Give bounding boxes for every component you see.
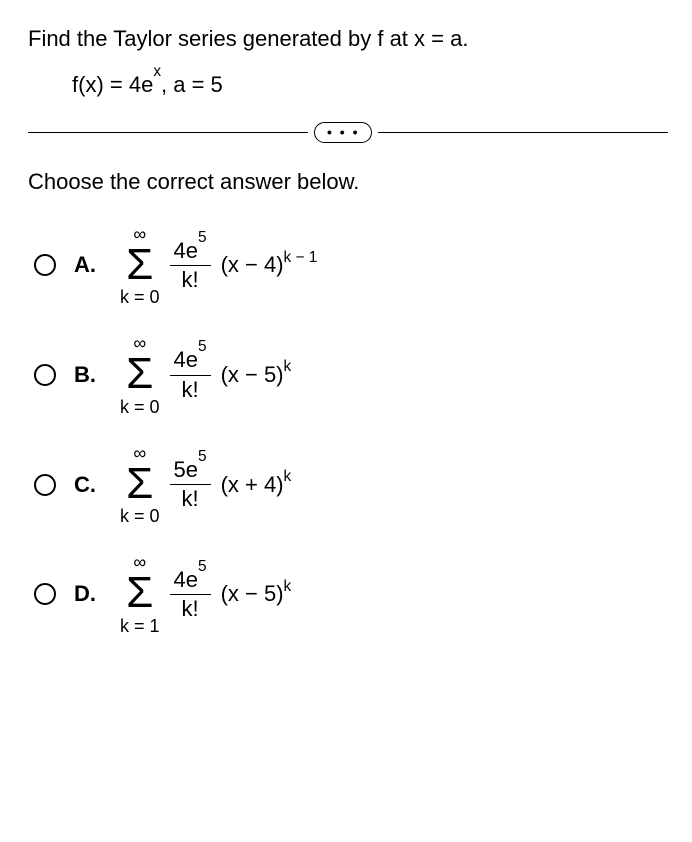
sigma-block: ∞ Σ k = 1 bbox=[120, 553, 160, 635]
sigma-symbol: Σ bbox=[126, 354, 153, 394]
denominator: k! bbox=[181, 376, 198, 402]
sigma-block: ∞ Σ k = 0 bbox=[120, 225, 160, 307]
divider-right bbox=[378, 132, 668, 133]
radio-d[interactable] bbox=[34, 583, 56, 605]
sigma-block: ∞ Σ k = 0 bbox=[120, 444, 160, 526]
denominator: k! bbox=[181, 595, 198, 621]
radio-b[interactable] bbox=[34, 364, 56, 386]
numerator: 4e5 bbox=[170, 568, 211, 595]
denominator: k! bbox=[181, 266, 198, 292]
sigma-block: ∞ Σ k = 0 bbox=[120, 334, 160, 416]
sigma-lower: k = 1 bbox=[120, 617, 160, 635]
fraction: 4e5 k! bbox=[170, 239, 211, 292]
sigma-lower: k = 0 bbox=[120, 398, 160, 416]
choice-letter: A. bbox=[74, 252, 102, 278]
choice-d[interactable]: D. ∞ Σ k = 1 4e5 k! (x − 5)k bbox=[34, 553, 668, 635]
denominator: k! bbox=[181, 485, 198, 511]
choice-letter: C. bbox=[74, 472, 102, 498]
numerator: 5e5 bbox=[170, 458, 211, 485]
sigma-lower: k = 0 bbox=[120, 507, 160, 525]
sigma-symbol: Σ bbox=[126, 245, 153, 285]
choose-prompt: Choose the correct answer below. bbox=[28, 169, 668, 195]
choice-b[interactable]: B. ∞ Σ k = 0 4e5 k! (x − 5)k bbox=[34, 334, 668, 416]
divider-left bbox=[28, 132, 308, 133]
choice-list: A. ∞ Σ k = 0 4e5 k! (x − 4)k − 1 B. ∞ Σ … bbox=[28, 225, 668, 635]
sigma-symbol: Σ bbox=[126, 464, 153, 504]
divider: • • • bbox=[28, 122, 668, 143]
given-function: f(x) = 4ex, a = 5 bbox=[28, 72, 668, 98]
numerator: 4e5 bbox=[170, 239, 211, 266]
choice-letter: B. bbox=[74, 362, 102, 388]
power-term: (x + 4)k bbox=[221, 472, 292, 498]
choice-c[interactable]: C. ∞ Σ k = 0 5e5 k! (x + 4)k bbox=[34, 444, 668, 526]
fraction: 4e5 k! bbox=[170, 348, 211, 401]
sigma-lower: k = 0 bbox=[120, 288, 160, 306]
radio-a[interactable] bbox=[34, 254, 56, 276]
expression-b: ∞ Σ k = 0 4e5 k! (x − 5)k bbox=[120, 334, 291, 416]
power-term: (x − 4)k − 1 bbox=[221, 252, 318, 278]
fraction: 4e5 k! bbox=[170, 568, 211, 621]
sigma-symbol: Σ bbox=[126, 573, 153, 613]
expression-c: ∞ Σ k = 0 5e5 k! (x + 4)k bbox=[120, 444, 291, 526]
numerator: 4e5 bbox=[170, 348, 211, 375]
radio-c[interactable] bbox=[34, 474, 56, 496]
question-line1: Find the Taylor series generated by f at… bbox=[28, 24, 668, 54]
power-term: (x − 5)k bbox=[221, 581, 292, 607]
power-term: (x − 5)k bbox=[221, 362, 292, 388]
expression-a: ∞ Σ k = 0 4e5 k! (x − 4)k − 1 bbox=[120, 225, 317, 307]
more-dots-button[interactable]: • • • bbox=[314, 122, 372, 143]
fraction: 5e5 k! bbox=[170, 458, 211, 511]
choice-a[interactable]: A. ∞ Σ k = 0 4e5 k! (x − 4)k − 1 bbox=[34, 225, 668, 307]
choice-letter: D. bbox=[74, 581, 102, 607]
expression-d: ∞ Σ k = 1 4e5 k! (x − 5)k bbox=[120, 553, 291, 635]
